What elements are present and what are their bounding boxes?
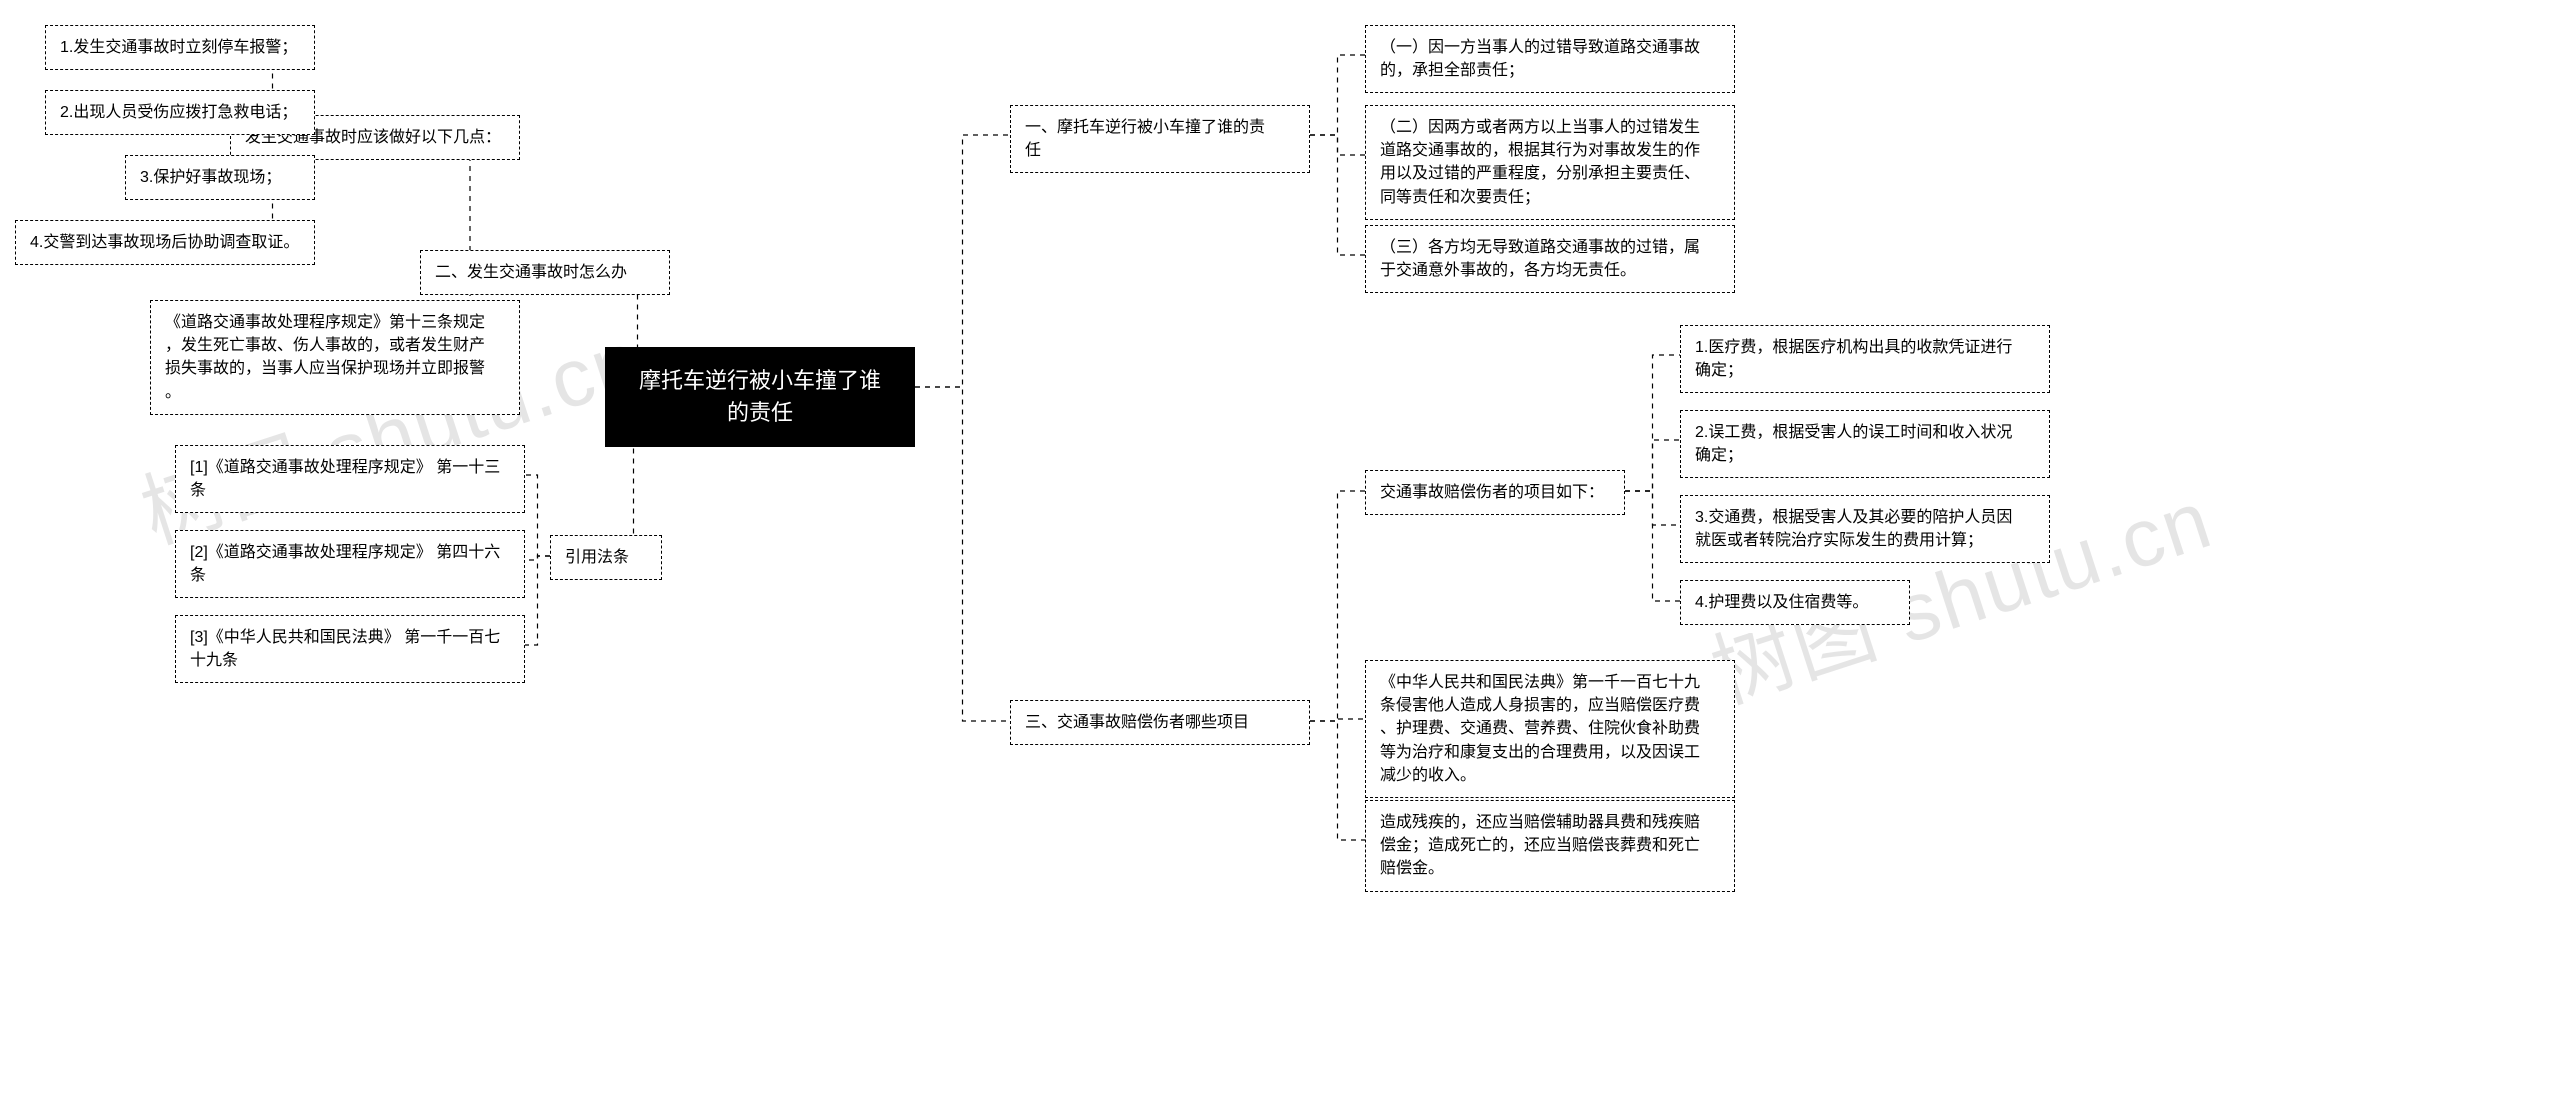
mindmap-node: 2.出现人员受伤应拨打急救电话；	[45, 90, 315, 135]
mindmap-node: [3]《中华人民共和国民法典》 第一千一百七 十九条	[175, 615, 525, 683]
mindmap-node: 2.误工费，根据受害人的误工时间和收入状况 确定；	[1680, 410, 2050, 478]
mindmap-node: 3.交通费，根据受害人及其必要的陪护人员因 就医或者转院治疗实际发生的费用计算；	[1680, 495, 2050, 563]
mindmap-node: 《道路交通事故处理程序规定》第十三条规定 ，发生死亡事故、伤人事故的，或者发生财…	[150, 300, 520, 415]
mindmap-node: （三）各方均无导致道路交通事故的过错，属 于交通意外事故的，各方均无责任。	[1365, 225, 1735, 293]
mindmap-node: 3.保护好事故现场；	[125, 155, 315, 200]
mindmap-node: 1.医疗费，根据医疗机构出具的收款凭证进行 确定；	[1680, 325, 2050, 393]
mindmap-node: 1.发生交通事故时立刻停车报警；	[45, 25, 315, 70]
mindmap-node: 一、摩托车逆行被小车撞了谁的责 任	[1010, 105, 1310, 173]
root-node: 摩托车逆行被小车撞了谁 的责任	[605, 347, 915, 447]
mindmap-node: 4.护理费以及住宿费等。	[1680, 580, 1910, 625]
mindmap-node: 交通事故赔偿伤者的项目如下：	[1365, 470, 1625, 515]
mindmap-node: 二、发生交通事故时怎么办	[420, 250, 670, 295]
mindmap-node: 引用法条	[550, 535, 662, 580]
mindmap-node: 三、交通事故赔偿伤者哪些项目	[1010, 700, 1310, 745]
mindmap-node: （一）因一方当事人的过错导致道路交通事故 的，承担全部责任；	[1365, 25, 1735, 93]
mindmap-node: 4.交警到达事故现场后协助调查取证。	[15, 220, 315, 265]
mindmap-node: [1]《道路交通事故处理程序规定》 第一十三 条	[175, 445, 525, 513]
mindmap-node: [2]《道路交通事故处理程序规定》 第四十六 条	[175, 530, 525, 598]
mindmap-canvas: 树图 shutu.cn树图 shutu.cn摩托车逆行被小车撞了谁 的责任一、摩…	[0, 0, 2560, 1110]
mindmap-node: （二）因两方或者两方以上当事人的过错发生 道路交通事故的，根据其行为对事故发生的…	[1365, 105, 1735, 220]
mindmap-node: 造成残疾的，还应当赔偿辅助器具费和残疾赔 偿金；造成死亡的，还应当赔偿丧葬费和死…	[1365, 800, 1735, 892]
mindmap-node: 《中华人民共和国民法典》第一千一百七十九 条侵害他人造成人身损害的，应当赔偿医疗…	[1365, 660, 1735, 798]
